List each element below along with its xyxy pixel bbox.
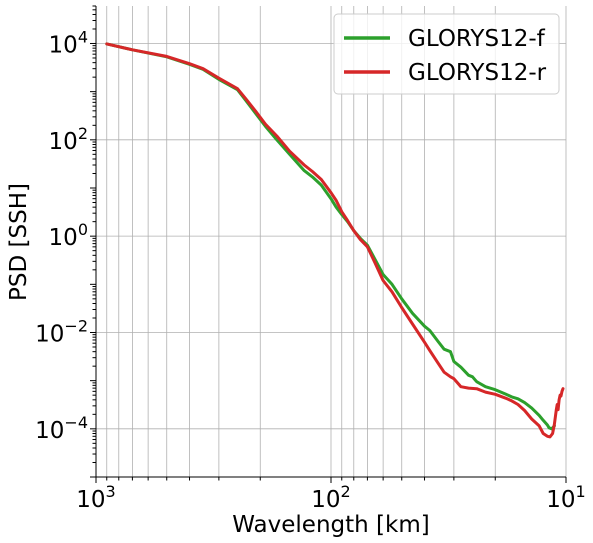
- x-tick-label: 103: [76, 482, 115, 513]
- y-tick-label: 102: [49, 124, 88, 155]
- x-tick-label: 101: [546, 482, 585, 513]
- legend-frame: [333, 13, 560, 95]
- y-axis-label: PSD [SSH]: [6, 183, 32, 301]
- y-tick-label: 100: [49, 220, 88, 251]
- axes: [90, 5, 567, 483]
- y-tick-label: 10−4: [35, 413, 88, 444]
- legend: GLORYS12-f GLORYS12-r: [333, 13, 560, 95]
- tick-labels: 103 102 101 104 102 100 10−2 10−4: [35, 27, 586, 513]
- legend-label-glorys12-f: GLORYS12-f: [408, 26, 546, 52]
- x-tick-label: 102: [311, 482, 350, 513]
- series-lines: [105, 42, 565, 439]
- legend-label-glorys12-r: GLORYS12-r: [408, 60, 547, 86]
- series-line-glorys12-r: [105, 42, 565, 439]
- y-tick-label: 104: [49, 27, 88, 58]
- x-axis-label: Wavelength [km]: [232, 512, 429, 538]
- y-tick-label: 10−2: [35, 316, 88, 347]
